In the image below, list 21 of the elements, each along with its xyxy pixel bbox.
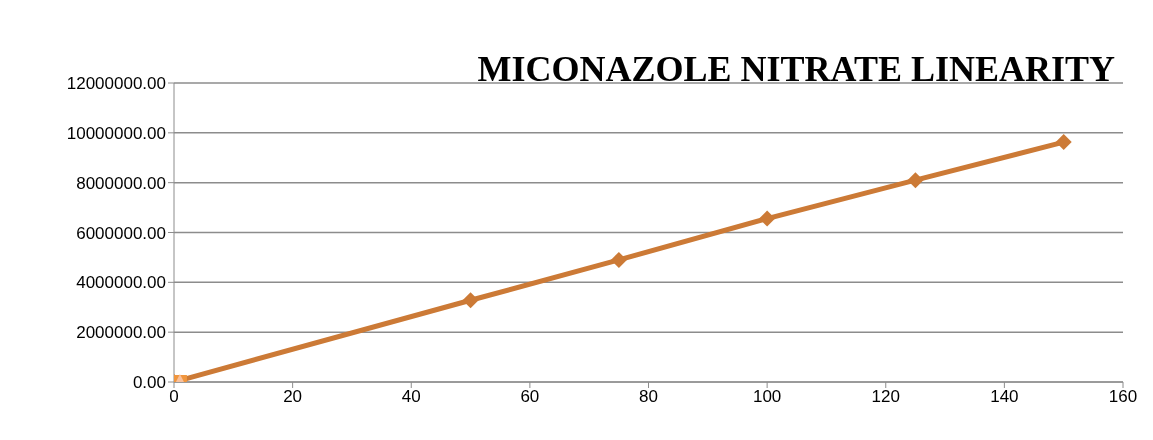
y-tick-label: 12000000.00 <box>66 74 166 94</box>
x-tick-label: 80 <box>639 387 658 407</box>
point <box>1055 134 1072 151</box>
x-tick-label: 120 <box>871 387 900 407</box>
y-tick-label: 2000000.00 <box>76 323 166 343</box>
x-tick-label: 60 <box>520 387 540 407</box>
x-tick-label: 160 <box>1108 387 1138 407</box>
y-tick-label: 0.00 <box>132 373 166 393</box>
x-tick-label: 40 <box>401 387 421 407</box>
x-tick-label: 140 <box>990 387 1019 407</box>
y-tick-label: 10000000.00 <box>66 123 166 143</box>
y-tick-label: 6000000.00 <box>76 223 166 243</box>
point <box>610 251 627 268</box>
y-tick-label: 8000000.00 <box>76 173 166 193</box>
x-tick-label: 20 <box>283 387 303 407</box>
x-tick-label: 100 <box>752 387 782 407</box>
point <box>907 172 924 189</box>
y-tick-label: 4000000.00 <box>76 273 166 293</box>
x-tick-label: 0 <box>169 387 179 407</box>
chart-title: MICONAZOLE NITRATE LINEARITY <box>477 48 1115 90</box>
point <box>759 210 776 227</box>
